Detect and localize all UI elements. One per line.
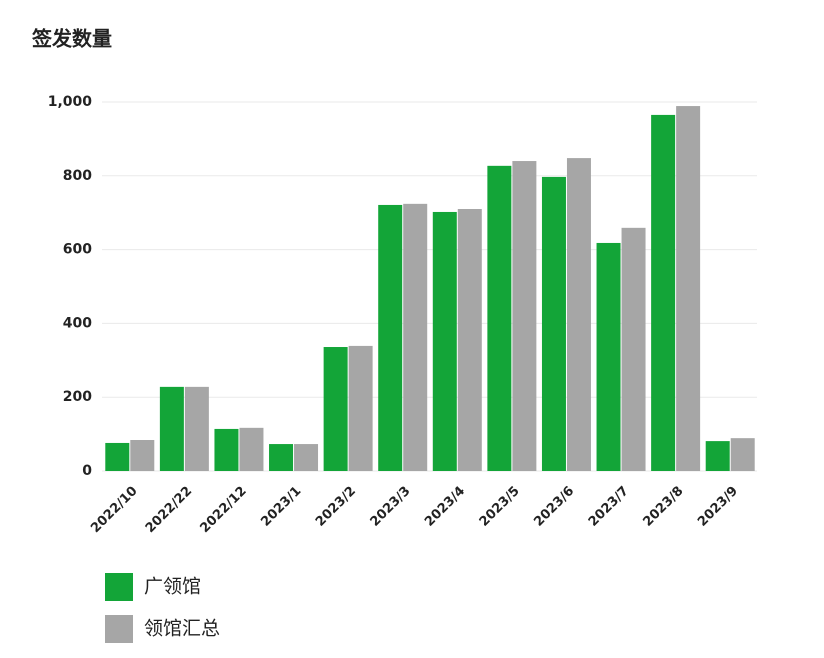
bar: [184, 386, 209, 471]
bar: [403, 203, 428, 471]
bar: [596, 242, 621, 471]
x-tick-label: 2023/4: [422, 484, 468, 530]
x-tick-label: 2023/6: [531, 484, 577, 530]
bar: [294, 444, 319, 471]
bar: [214, 428, 239, 471]
x-tick-label: 2023/5: [477, 484, 523, 530]
bar: [730, 438, 755, 471]
legend-label: 领馆汇总: [144, 618, 220, 640]
bar: [651, 114, 676, 471]
chart-title: 签发数量: [31, 27, 112, 51]
bar: [269, 444, 294, 471]
x-tick-label: 2023/9: [695, 484, 741, 530]
bar: [621, 227, 646, 471]
bar: [105, 442, 130, 471]
legend-swatch: [105, 615, 133, 643]
bar: [432, 211, 457, 471]
x-tick-label: 2022/10: [88, 484, 140, 536]
bar: [323, 347, 348, 471]
bar: [159, 386, 184, 471]
bar: [378, 204, 403, 472]
x-tick-label: 2023/3: [368, 484, 414, 530]
y-tick-label: 600: [63, 242, 92, 258]
bar: [130, 440, 155, 471]
bar: [566, 158, 591, 471]
x-tick-label: 2023/7: [586, 484, 632, 530]
bar: [676, 106, 701, 472]
y-tick-label: 800: [63, 168, 92, 184]
x-tick-label: 2023/2: [313, 484, 359, 530]
x-tick-label: 2023/8: [640, 484, 686, 530]
x-tick-label: 2022/12: [197, 484, 249, 536]
y-tick-label: 0: [82, 463, 92, 479]
bar: [239, 427, 264, 471]
legend-swatch: [105, 573, 133, 601]
bar: [487, 165, 512, 471]
y-tick-label: 200: [63, 389, 92, 405]
x-tick-label: 2022/22: [143, 484, 195, 536]
bar: [457, 209, 482, 471]
bar: [705, 441, 730, 471]
x-tick-label: 2023/1: [258, 484, 304, 530]
bar: [541, 176, 566, 472]
bar: [348, 345, 373, 471]
y-tick-label: 1,000: [48, 94, 93, 110]
bar: [512, 161, 537, 472]
legend-label: 广领馆: [144, 576, 201, 598]
y-tick-label: 400: [63, 315, 92, 331]
